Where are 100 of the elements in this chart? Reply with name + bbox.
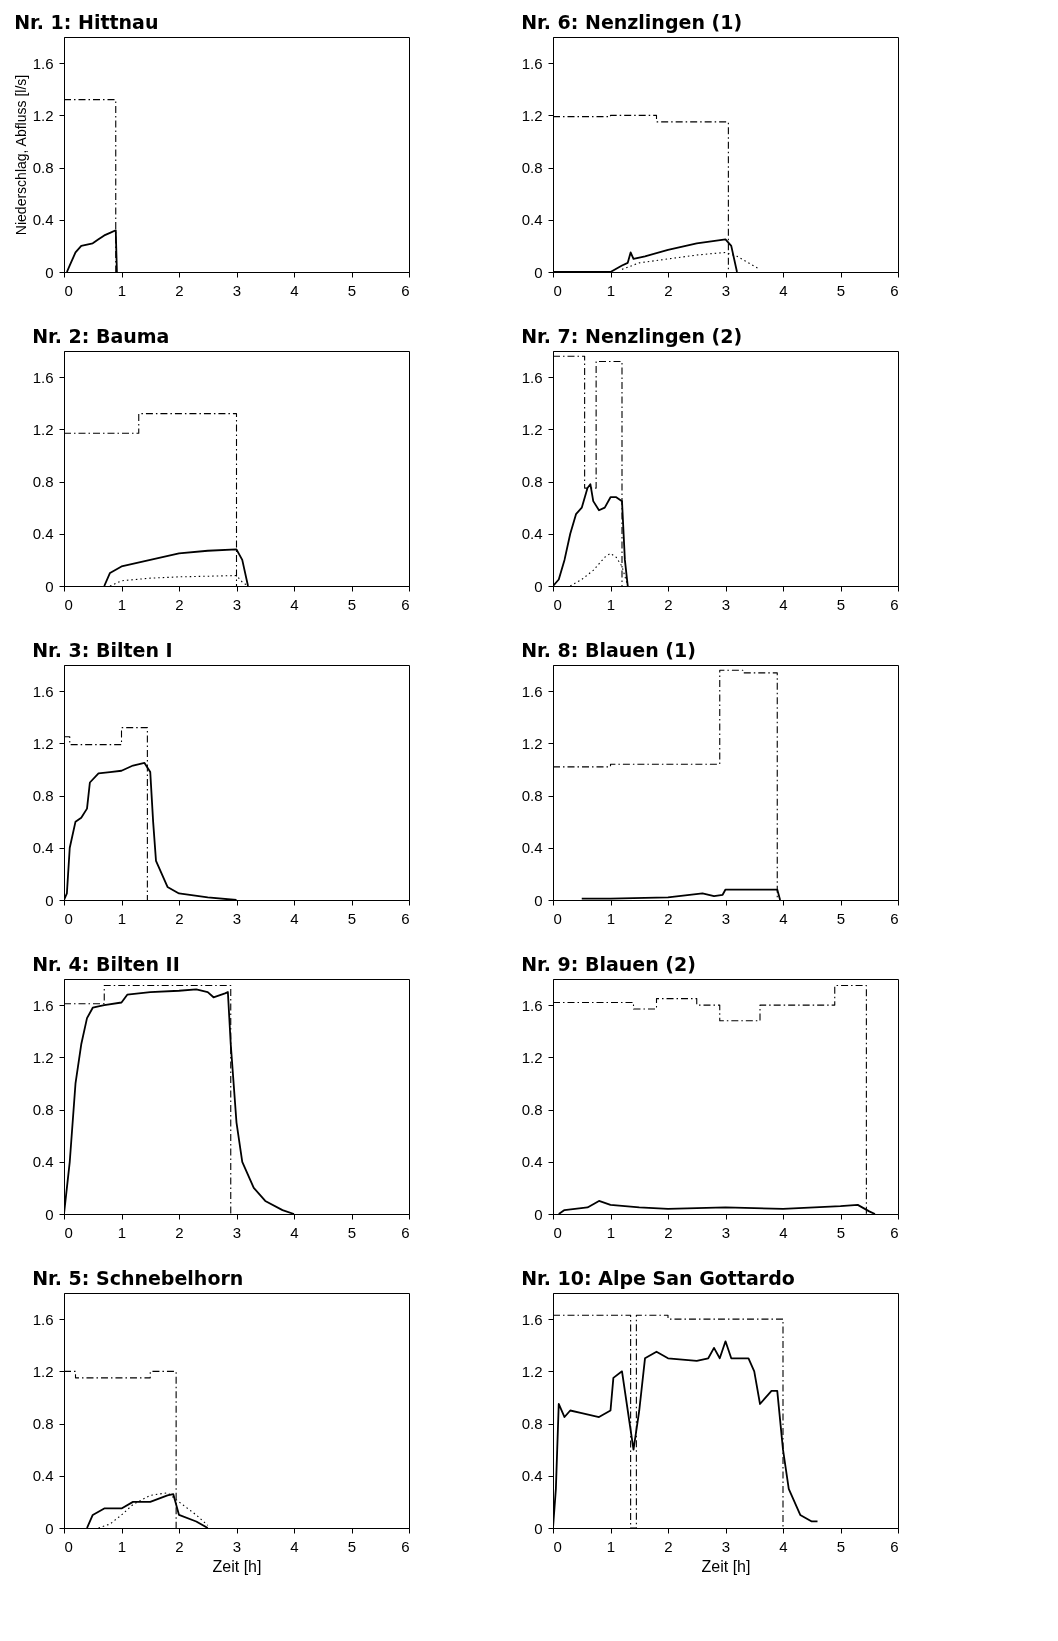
- x-tick-label: 1: [606, 909, 616, 927]
- chart-title: Nr. 1: Hittnau: [14, 11, 159, 33]
- y-tick-label: 0.4: [32, 1467, 54, 1485]
- x-tick-label: 4: [290, 595, 299, 613]
- chart-title: Nr. 2: Bauma: [32, 325, 170, 347]
- x-tick-label: 3: [232, 281, 242, 299]
- x-tick-label: 1: [606, 1223, 616, 1241]
- y-tick-label: 0: [45, 263, 54, 281]
- x-tick-label: 3: [232, 1537, 242, 1555]
- x-tick-label: 4: [779, 1537, 788, 1555]
- x-tick-label: 1: [606, 1537, 616, 1555]
- x-tick-label: 0: [553, 281, 562, 299]
- x-tick-label: 5: [347, 909, 357, 927]
- y-tick-label: 0.8: [521, 787, 543, 805]
- x-tick-label: 1: [117, 1223, 127, 1241]
- y-tick-label: 1.2: [32, 734, 54, 752]
- x-tick-label: 3: [232, 909, 242, 927]
- x-tick-label: 1: [117, 909, 127, 927]
- x-tick-label: 1: [606, 595, 616, 613]
- x-tick-label: 2: [175, 1223, 184, 1241]
- y-tick-label: 0: [534, 577, 543, 595]
- x-tick-label: 0: [64, 1537, 73, 1555]
- x-tick-label: 3: [232, 1223, 242, 1241]
- x-tick-label: 6: [401, 281, 410, 299]
- y-tick-label: 1.6: [521, 996, 543, 1014]
- x-tick-label: 0: [64, 281, 73, 299]
- x-tick-label: 0: [64, 595, 73, 613]
- x-tick-label: 2: [664, 281, 673, 299]
- x-tick-label: 2: [175, 1537, 184, 1555]
- x-tick-label: 6: [890, 1223, 899, 1241]
- y-tick-label: 0.8: [521, 159, 543, 177]
- x-tick-label: 0: [553, 595, 562, 613]
- x-tick-label: 6: [401, 1537, 410, 1555]
- y-tick-label: 0.4: [521, 525, 543, 543]
- x-tick-label: 3: [721, 909, 731, 927]
- y-tick-label: 1.2: [32, 1362, 54, 1380]
- y-tick-label: 1.6: [32, 996, 54, 1014]
- y-tick-label: 0.8: [32, 1101, 54, 1119]
- x-tick-label: 4: [290, 281, 299, 299]
- y-tick-label: 0: [45, 1205, 54, 1223]
- y-tick-label: 0: [534, 891, 543, 909]
- x-tick-label: 3: [721, 595, 731, 613]
- chart-title: Nr. 3: Bilten I: [32, 639, 173, 661]
- y-tick-label: 1.6: [32, 1310, 54, 1328]
- y-tick-label: 0.4: [32, 1153, 54, 1171]
- x-tick-label: 1: [606, 281, 616, 299]
- y-tick-label: 0.8: [32, 159, 54, 177]
- y-tick-label: 1.2: [521, 1362, 543, 1380]
- y-axis-title: Niederschlag, Abfluss [l/s]: [12, 74, 29, 236]
- x-tick-label: 6: [401, 1223, 410, 1241]
- x-tick-label: 6: [401, 909, 410, 927]
- y-tick-label: 0: [45, 891, 54, 909]
- x-tick-label: 0: [64, 1223, 73, 1241]
- y-tick-label: 0.8: [32, 1415, 54, 1433]
- x-tick-label: 6: [890, 281, 899, 299]
- x-tick-label: 2: [664, 595, 673, 613]
- x-tick-label: 5: [836, 281, 846, 299]
- chart-title: Nr. 6: Nenzlingen (1): [521, 11, 743, 33]
- y-tick-label: 0.8: [32, 787, 54, 805]
- y-tick-label: 0: [534, 1205, 543, 1223]
- x-tick-label: 2: [175, 595, 184, 613]
- chart-title: Nr. 10: Alpe San Gottardo: [521, 1267, 795, 1289]
- y-tick-label: 0.4: [32, 525, 54, 543]
- x-tick-label: 6: [890, 1537, 899, 1555]
- x-tick-label: 2: [664, 1537, 673, 1555]
- y-tick-label: 1.6: [521, 682, 543, 700]
- x-tick-label: 2: [664, 1223, 673, 1241]
- x-tick-label: 5: [347, 1537, 357, 1555]
- y-tick-label: 1.2: [32, 420, 54, 438]
- x-tick-label: 3: [721, 281, 731, 299]
- x-tick-label: 4: [290, 909, 299, 927]
- x-tick-label: 5: [836, 1223, 846, 1241]
- x-tick-label: 1: [117, 281, 127, 299]
- y-tick-label: 0.8: [521, 473, 543, 491]
- y-tick-label: 1.6: [32, 54, 54, 72]
- x-tick-label: 4: [290, 1223, 299, 1241]
- y-tick-label: 0.4: [521, 839, 543, 857]
- x-tick-label: 0: [553, 1537, 562, 1555]
- x-tick-label: 0: [553, 1223, 562, 1241]
- x-tick-label: 4: [779, 595, 788, 613]
- y-tick-label: 1.6: [521, 54, 543, 72]
- y-tick-label: 0.8: [521, 1415, 543, 1433]
- x-tick-label: 1: [117, 1537, 127, 1555]
- y-tick-label: 1.2: [32, 106, 54, 124]
- y-tick-label: 0.4: [521, 1153, 543, 1171]
- y-tick-label: 1.2: [521, 420, 543, 438]
- y-tick-label: 1.2: [521, 1048, 543, 1066]
- x-tick-label: 3: [721, 1537, 731, 1555]
- y-tick-label: 0: [534, 263, 543, 281]
- x-tick-label: 5: [347, 1223, 357, 1241]
- y-tick-label: 0.4: [32, 211, 54, 229]
- x-tick-label: 2: [175, 909, 184, 927]
- x-tick-label: 3: [232, 595, 242, 613]
- x-tick-label: 6: [890, 595, 899, 613]
- y-tick-label: 1.6: [521, 368, 543, 386]
- x-tick-label: 5: [347, 595, 357, 613]
- x-tick-label: 4: [290, 1537, 299, 1555]
- x-tick-label: 5: [836, 909, 846, 927]
- y-tick-label: 1.6: [32, 682, 54, 700]
- y-tick-label: 1.2: [32, 1048, 54, 1066]
